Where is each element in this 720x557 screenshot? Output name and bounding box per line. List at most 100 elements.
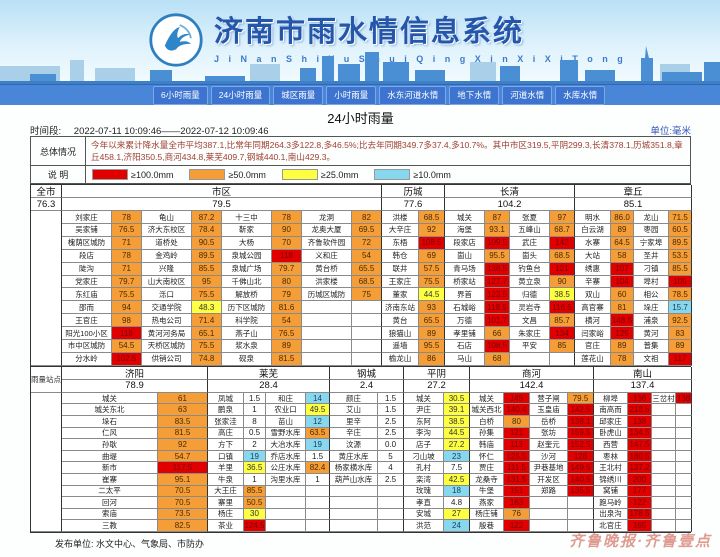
- station-name: 相公: [634, 288, 669, 302]
- nav-tab-1[interactable]: 6小时雨量: [153, 85, 208, 105]
- region-average-value: 28.4: [208, 379, 330, 393]
- station-name: 闫家峪: [575, 327, 611, 340]
- station-value: 70.5: [158, 485, 208, 498]
- region-header: 长清: [445, 185, 575, 199]
- station-name: 索庙: [62, 508, 158, 521]
- station-name: 槐荫区城防: [62, 236, 112, 250]
- station-name: 燕家: [470, 497, 504, 509]
- station-value: 85.7: [550, 314, 575, 328]
- station-value: 148.5: [611, 314, 634, 328]
- nav-tab-6[interactable]: 地下水情: [449, 85, 500, 105]
- station-value: 1.5: [244, 392, 266, 405]
- legend-item: ≥100.0mm: [92, 169, 173, 181]
- station-name: 砚泉: [222, 352, 272, 366]
- station-value: 1: [306, 473, 330, 486]
- station-value: 75.5: [419, 275, 445, 289]
- empty-cell: [352, 314, 382, 328]
- rain-table-section-1: 全市 市区 历城 长清 章丘 76.3 79.5 77.6 104.2 85.1 刘家庄 78 龟山 87…: [30, 184, 692, 367]
- station-value: 60.5: [669, 223, 692, 237]
- station-name: 分水岭: [62, 352, 112, 366]
- station-value: 0.0: [378, 439, 404, 451]
- station-name: 天桥区城防: [142, 339, 192, 353]
- nav-tab-3[interactable]: 城区雨量: [273, 85, 324, 105]
- station-name: 黄台桥: [302, 262, 352, 276]
- station-name: 解放桥: [222, 288, 272, 302]
- empty-cell: [266, 508, 306, 521]
- station-name: 城关西北: [470, 404, 504, 416]
- station-value: 135.5: [568, 485, 594, 498]
- station-name: 王官庄: [62, 314, 112, 328]
- nav-tab-4[interactable]: 小时雨量: [326, 85, 377, 105]
- station-value: 134: [550, 327, 575, 340]
- station-value: 68.5: [550, 249, 575, 263]
- station-name: 石店: [445, 339, 485, 353]
- station-name: 韩庙: [470, 439, 504, 451]
- station-name: 界首: [445, 288, 485, 302]
- station-name: 泉城广场: [222, 262, 272, 276]
- station-name: 牛堡: [470, 485, 504, 498]
- empty-cell: [306, 508, 330, 521]
- station-name: 杨家横水库: [330, 462, 378, 474]
- station-value: 72: [352, 236, 382, 250]
- station-name: 交通学院: [142, 301, 192, 315]
- station-name: 白云湖: [575, 223, 611, 237]
- station-value: 159.5: [568, 427, 594, 440]
- empty-cell: [302, 352, 352, 366]
- station-name: 桥家站: [445, 275, 485, 289]
- station-name: 浆水泉: [222, 339, 272, 353]
- station-name: 大杨: [222, 236, 272, 250]
- station-name: 赵奎元: [530, 439, 568, 451]
- station-name: 玉皇庙: [530, 404, 568, 416]
- station-value: 63.5: [306, 427, 330, 440]
- region-header: 钢城: [330, 366, 404, 380]
- nav-tab-5[interactable]: 水东河道水情: [379, 85, 447, 105]
- station-name: 青马场: [445, 262, 485, 276]
- empty-cell: [676, 462, 692, 474]
- station-value: 86: [419, 352, 445, 366]
- nav-tab-7[interactable]: 河道水情: [502, 85, 553, 105]
- station-value: 71.4: [192, 314, 222, 328]
- station-value: 104: [611, 275, 634, 289]
- station-name: 义和庄: [302, 249, 352, 263]
- station-value: 73.5: [158, 508, 208, 521]
- station-name: 口镇: [208, 450, 244, 463]
- station-name: 西营: [594, 439, 628, 451]
- station-value: 138: [676, 392, 692, 405]
- station-value: 163: [504, 497, 530, 509]
- region-header: 市区: [62, 185, 382, 199]
- station-value: 118.5: [485, 301, 510, 315]
- station-name: 孙耿: [62, 439, 158, 451]
- station-name: 榆龙山: [382, 352, 419, 366]
- rain-table-section-2: 雨量站点 济阳 莱芜 钢城 平阴 商河 南山 78.9 28.4 2.4 27.2 142.4 137.…: [30, 366, 692, 533]
- nav-tab-2[interactable]: 24小时雨量: [210, 85, 271, 105]
- region-header: 历城: [382, 185, 445, 199]
- empty-cell: [302, 301, 352, 315]
- station-value: 82: [352, 211, 382, 224]
- nav-tab-8[interactable]: 水库水情: [555, 85, 606, 105]
- station-name: 茶业: [208, 520, 244, 532]
- station-value: 89.5: [669, 236, 692, 250]
- empty-cell: [568, 497, 594, 509]
- station-name: 供销公司: [142, 352, 192, 366]
- empty-cell: [676, 473, 692, 486]
- station-value: 142.5: [568, 404, 594, 416]
- station-name: 宁家埠: [634, 236, 669, 250]
- app-logo-icon: [149, 13, 203, 67]
- station-value: 165: [628, 520, 652, 532]
- station-value: 89: [419, 327, 445, 340]
- station-name: 石城峪: [445, 301, 485, 315]
- empty-cell: [352, 327, 382, 340]
- station-name: 市中区城防: [62, 339, 112, 353]
- empty-cell: [676, 415, 692, 428]
- station-name: 龟山: [142, 211, 192, 224]
- station-name: 段家店: [445, 236, 485, 250]
- empty-cell: [550, 352, 575, 366]
- station-value: 82.4: [306, 462, 330, 474]
- empty-cell: [352, 339, 382, 353]
- station-value: 57.5: [419, 262, 445, 276]
- station-value: 152.5: [568, 439, 594, 451]
- empty-cell: [652, 450, 676, 463]
- overview-text: 今年以来累计降水量全市平均387.1,比常年同期264.3多122.8,多46.…: [91, 140, 683, 163]
- station-value: 42.5: [444, 473, 470, 486]
- empty-cell: [676, 404, 692, 416]
